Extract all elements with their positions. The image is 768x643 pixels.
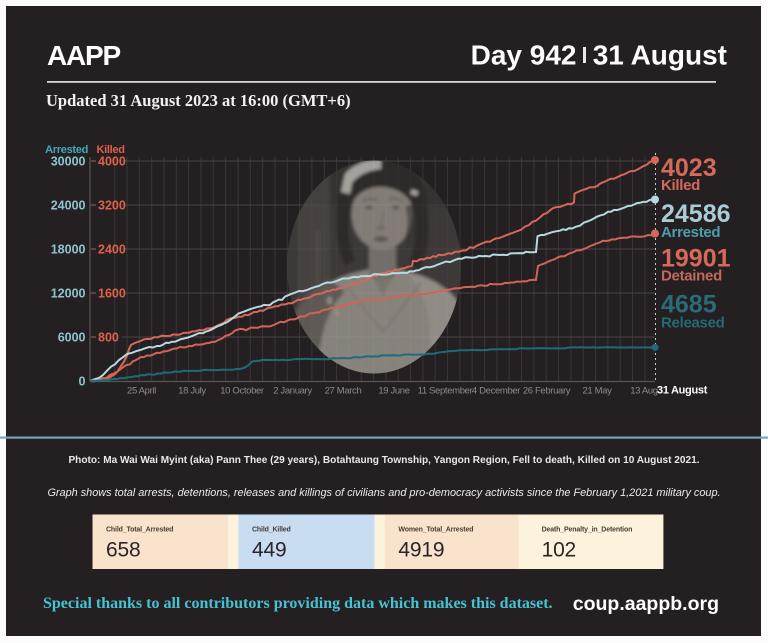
svg-text:12000: 12000 — [51, 287, 86, 301]
svg-text:4 December: 4 December — [472, 386, 520, 397]
svg-text:Child_Killed: Child_Killed — [252, 527, 291, 534]
svg-text:6000: 6000 — [58, 331, 86, 345]
svg-text:AAPP: AAPP — [47, 40, 121, 71]
svg-text:658: 658 — [106, 539, 140, 562]
svg-text:Day 942: Day 942 — [471, 40, 577, 71]
svg-text:Killed: Killed — [661, 177, 700, 194]
svg-text:102: 102 — [542, 539, 576, 562]
svg-text:30000: 30000 — [51, 155, 86, 169]
svg-text:19 June: 19 June — [378, 386, 409, 397]
svg-text:2 January: 2 January — [273, 386, 312, 397]
svg-text:coup.aappb.org: coup.aappb.org — [573, 593, 719, 615]
svg-text:Released: Released — [661, 315, 725, 332]
svg-text:Women_Total_Arrested: Women_Total_Arrested — [398, 527, 473, 534]
svg-text:4000: 4000 — [98, 155, 126, 169]
svg-text:2400: 2400 — [98, 243, 126, 257]
svg-text:Child_Total_Arrested: Child_Total_Arrested — [106, 527, 173, 534]
svg-text:10 October: 10 October — [220, 386, 264, 397]
svg-text:4919: 4919 — [398, 539, 444, 562]
svg-text:1600: 1600 — [98, 287, 126, 301]
svg-text:Detained: Detained — [661, 268, 722, 285]
svg-text:19901: 19901 — [661, 245, 731, 273]
svg-text:800: 800 — [98, 331, 119, 345]
svg-text:0: 0 — [79, 375, 86, 389]
svg-text:Special thanks to all contribu: Special thanks to all contributors provi… — [43, 595, 553, 612]
svg-text:Arrested: Arrested — [45, 144, 88, 156]
svg-text:27 March: 27 March — [325, 386, 362, 397]
svg-text:Death_Penalty_in_Detention: Death_Penalty_in_Detention — [542, 527, 633, 534]
svg-text:Arrested: Arrested — [661, 224, 720, 241]
svg-text:11 September: 11 September — [418, 386, 473, 397]
svg-text:Graph shows total arrests, det: Graph shows total arrests, detentions, r… — [47, 487, 720, 499]
svg-text:21 May: 21 May — [582, 386, 612, 397]
svg-text:Updated 31 August 2023 at 16:0: Updated 31 August 2023 at 16:00 (GMT+6) — [46, 91, 351, 110]
svg-text:13 Aug: 13 Aug — [630, 386, 658, 397]
svg-text:26 February: 26 February — [523, 386, 571, 397]
svg-text:3200: 3200 — [98, 199, 126, 213]
svg-text:4685: 4685 — [661, 291, 717, 319]
svg-text:24586: 24586 — [661, 200, 731, 228]
svg-text:449: 449 — [252, 539, 286, 562]
svg-text:4023: 4023 — [661, 154, 717, 182]
svg-text:Killed: Killed — [97, 144, 125, 156]
svg-text:18 July: 18 July — [178, 386, 206, 397]
svg-text:18000: 18000 — [51, 243, 86, 257]
svg-text:31 August: 31 August — [657, 385, 708, 397]
svg-text:Photo: Ma Wai Wai Myint (aka): Photo: Ma Wai Wai Myint (aka) Pann Thee … — [68, 455, 699, 466]
svg-text:25 April: 25 April — [127, 386, 156, 397]
svg-text:24000: 24000 — [51, 199, 86, 213]
svg-text:31 August: 31 August — [593, 40, 727, 71]
